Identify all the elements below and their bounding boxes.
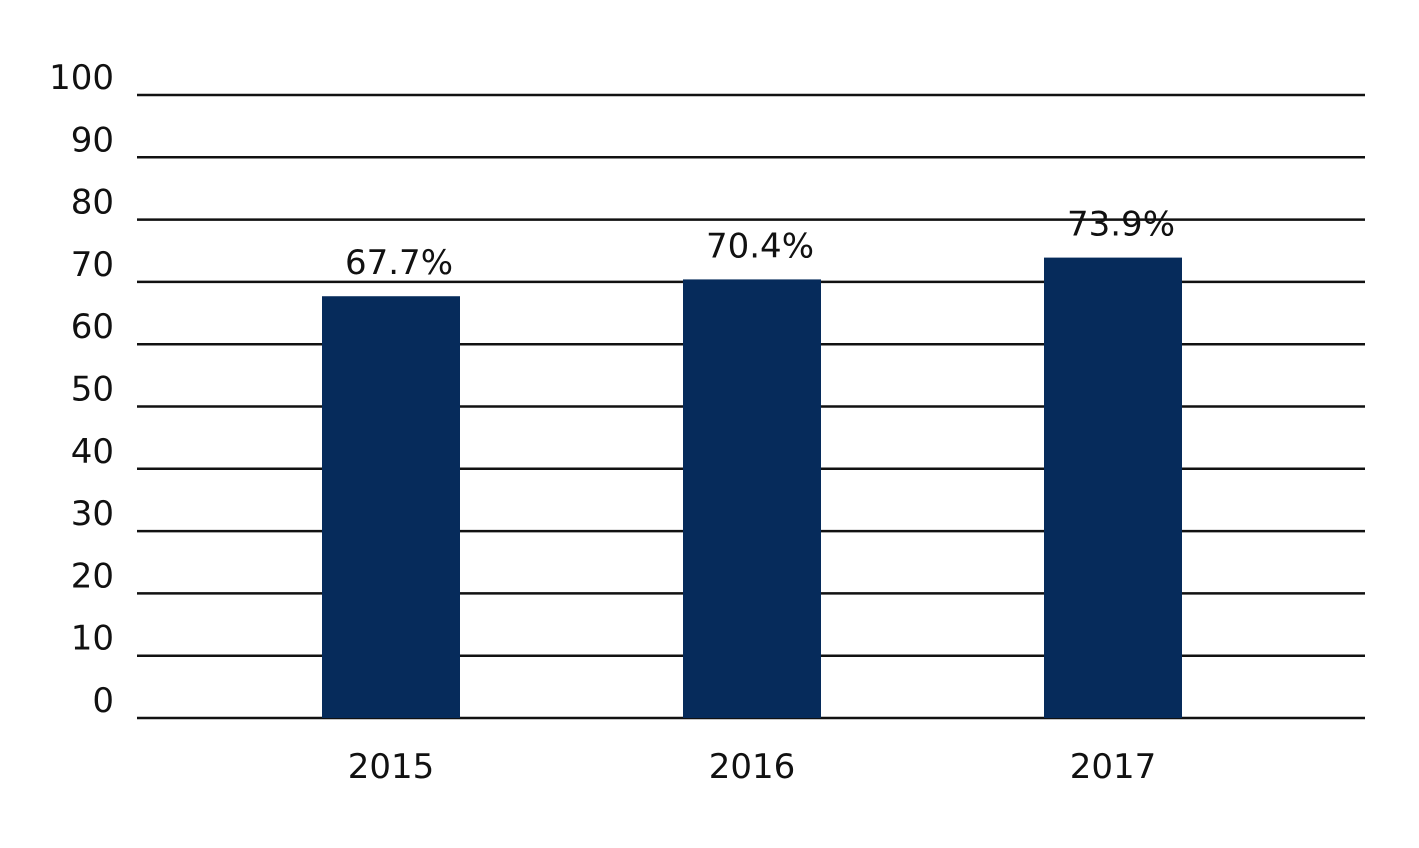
bar-2016 — [683, 279, 821, 718]
bar-2017 — [1044, 257, 1182, 718]
y-tick-label-30: 30 — [71, 494, 114, 534]
y-tick-label-50: 50 — [71, 370, 114, 410]
y-tick-label-10: 10 — [71, 619, 114, 659]
data-label-2017: 73.9% — [1067, 205, 1175, 245]
data-label-2016: 70.4% — [706, 226, 814, 266]
bars — [322, 257, 1182, 718]
x-tick-label-2016: 2016 — [709, 747, 796, 787]
y-tick-label-80: 80 — [71, 183, 114, 223]
x-tick-label-2017: 2017 — [1070, 747, 1157, 787]
y-axis-tick-labels: 0 10 20 30 40 50 60 70 80 90 100 — [49, 58, 114, 721]
y-tick-label-40: 40 — [71, 432, 114, 472]
data-labels: 67.7% 70.4% 73.9% — [345, 205, 1175, 284]
bar-2015 — [322, 296, 460, 718]
y-tick-label-60: 60 — [71, 307, 114, 347]
y-tick-label-100: 100 — [49, 58, 114, 98]
y-tick-label-0: 0 — [92, 681, 114, 721]
x-axis-tick-labels: 2015 2016 2017 — [348, 747, 1157, 787]
y-tick-label-70: 70 — [71, 245, 114, 285]
x-tick-label-2015: 2015 — [348, 747, 435, 787]
y-tick-label-20: 20 — [71, 556, 114, 596]
y-tick-label-90: 90 — [71, 120, 114, 160]
data-label-2015: 67.7% — [345, 243, 453, 283]
